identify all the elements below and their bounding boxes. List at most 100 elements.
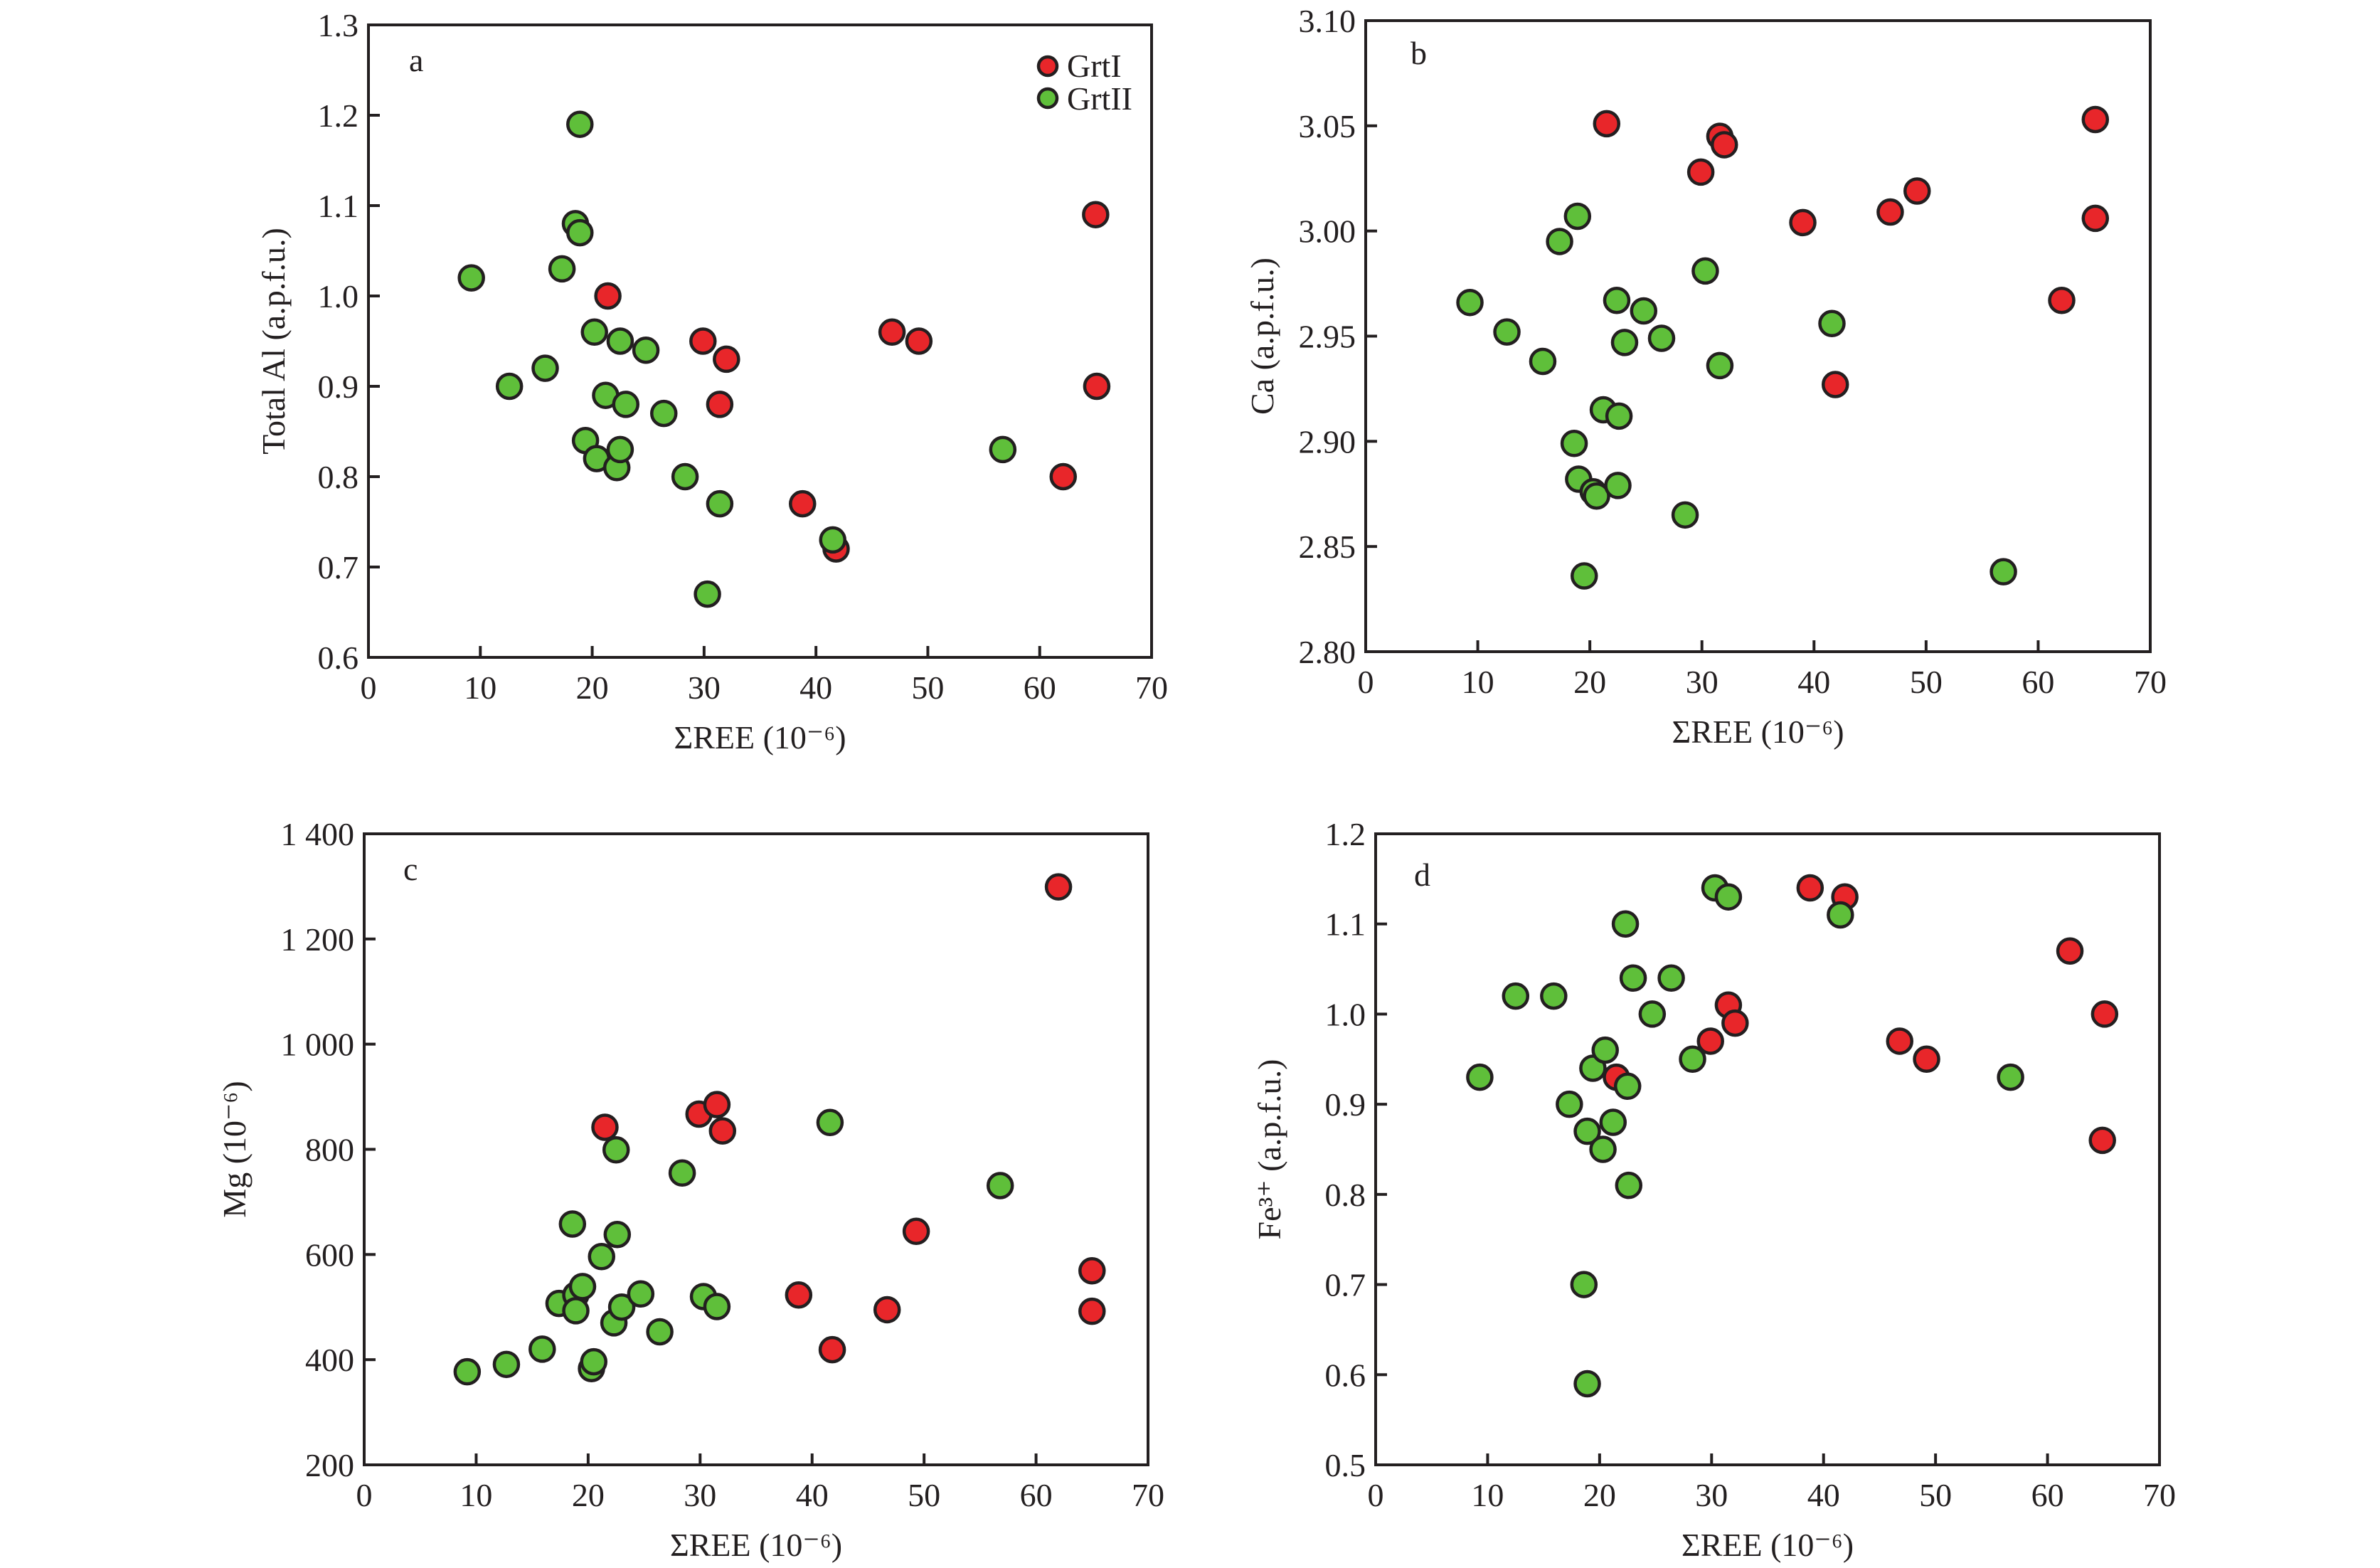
- data-point-grtii: [1611, 910, 1640, 938]
- data-point-grtii: [1657, 964, 1685, 992]
- y-tick-label: 0.8: [1325, 1177, 1366, 1213]
- data-point-grtii: [1571, 562, 1598, 590]
- y-tick-label: 0.8: [318, 459, 359, 495]
- data-point-grtii: [1604, 472, 1632, 499]
- x-tick-label: 60: [2031, 1477, 2064, 1513]
- y-tick-label: 0.6: [318, 640, 359, 676]
- x-tick-label: 0: [361, 669, 377, 706]
- data-point-grtii: [816, 1108, 844, 1137]
- data-point-grti: [2091, 1000, 2119, 1028]
- series-grti: [1593, 105, 2110, 398]
- data-point-grtii: [1714, 883, 1743, 911]
- y-tick-label: 2.80: [1299, 634, 1356, 670]
- data-point-grti: [789, 489, 817, 518]
- y-tick-label: 1.0: [1325, 996, 1366, 1032]
- data-point-grtii: [548, 255, 576, 283]
- data-point-grtii: [580, 1347, 607, 1376]
- panel-d: d 0 10 20 30 40 50 60 70 0.5 0.6 0.7 0.8 0.9 1.0 1.1 1.…: [1251, 816, 2176, 1563]
- data-point-grti: [1082, 201, 1110, 228]
- data-point-grtii: [1456, 288, 1484, 317]
- data-point-grti: [708, 1117, 737, 1145]
- data-point-grtii: [1466, 1063, 1494, 1091]
- data-point-grtii: [566, 218, 594, 247]
- data-point-grti: [905, 327, 933, 355]
- data-point-grti: [1721, 1009, 1749, 1037]
- data-point-grtii: [706, 489, 734, 518]
- y-tick-label: 0.7: [318, 549, 359, 586]
- x-tick-label: 70: [2143, 1477, 2176, 1513]
- data-point-grtii: [1647, 324, 1676, 352]
- data-point-grti: [1686, 158, 1715, 186]
- x-tick-label: 0: [356, 1477, 373, 1513]
- panel-letter-c: c: [403, 851, 418, 887]
- data-point-grtii: [606, 435, 634, 464]
- data-point-grtii: [606, 327, 634, 355]
- data-point-grti: [713, 345, 740, 374]
- data-point-grti: [1913, 1045, 1940, 1074]
- data-point-grti: [1593, 110, 1621, 138]
- data-point-grti: [1821, 371, 1849, 398]
- x-tick-label: 10: [459, 1477, 492, 1513]
- x-tick-label: 30: [1695, 1477, 1728, 1513]
- x-tick-label: 30: [688, 669, 721, 706]
- x-axis-label: ΣREE (10⁻⁶): [674, 719, 846, 756]
- data-point-grtii: [1546, 228, 1573, 255]
- data-point-grti: [1886, 1027, 1914, 1055]
- legend-marker-grtii: [1036, 87, 1059, 110]
- data-point-grtii: [1502, 982, 1530, 1010]
- x-tick-label: 0: [1358, 664, 1374, 700]
- data-point-grtii: [1989, 558, 2017, 586]
- data-point-grtii: [1615, 1171, 1643, 1199]
- y-tick-label: 1.1: [1325, 906, 1366, 943]
- data-point-grti: [2056, 937, 2084, 965]
- data-point-grti: [1876, 198, 1904, 226]
- x-tick-label: 40: [799, 669, 832, 706]
- y-tick-label: 0.5: [1325, 1447, 1366, 1483]
- data-point-grtii: [989, 435, 1017, 464]
- y-axis-label: Total Al (a.p.f.u.): [255, 228, 292, 455]
- y-tick-label: 1 200: [281, 921, 355, 958]
- x-axis-label: ΣREE (10⁻⁶): [1672, 714, 1844, 750]
- data-point-grtii: [453, 1357, 482, 1386]
- panel-letter-a: a: [409, 42, 423, 78]
- x-tick-label: 0: [1368, 1477, 1384, 1513]
- data-point-grti: [703, 1091, 731, 1118]
- x-tick-label: 60: [1024, 669, 1056, 706]
- x-tick-label: 20: [1583, 1477, 1616, 1513]
- x-tick-label: 50: [1910, 664, 1943, 700]
- panel-letter-b: b: [1411, 35, 1427, 71]
- y-tick-label: 2.90: [1299, 423, 1356, 460]
- data-point-grtii: [1573, 1370, 1601, 1398]
- x-tick-label: 50: [1919, 1477, 1952, 1513]
- data-point-grtii: [632, 336, 660, 364]
- data-point-grtii: [602, 1135, 630, 1164]
- data-point-grtii: [612, 391, 640, 418]
- y-tick-label: 1.2: [1325, 816, 1366, 852]
- data-point-grtii: [671, 462, 699, 491]
- data-point-grtii: [668, 1159, 696, 1187]
- data-point-grtii: [528, 1335, 556, 1363]
- legend-item-grti: GrtI: [1036, 48, 1122, 84]
- plot-frame: [1364, 19, 2152, 653]
- data-point-grtii: [1570, 1271, 1598, 1298]
- series-grtii: [453, 1108, 1014, 1386]
- legend: GrtI GrtII: [1036, 48, 1132, 117]
- data-point-grtii: [1818, 309, 1846, 338]
- data-point-grtii: [1563, 202, 1592, 231]
- data-point-grti: [1044, 873, 1073, 901]
- data-point-grtii: [1591, 1036, 1619, 1064]
- data-point-grti: [1903, 177, 1931, 205]
- series-grtii: [1466, 874, 2024, 1398]
- data-point-grtii: [646, 1318, 674, 1346]
- y-tick-label: 3.05: [1299, 108, 1356, 144]
- x-tick-label: 10: [1462, 664, 1494, 700]
- x-axis-label: ΣREE (10⁻⁶): [670, 1527, 842, 1563]
- data-point-grtii: [1556, 1090, 1583, 1118]
- y-tick-label: 0.6: [1325, 1357, 1366, 1393]
- data-point-grtii: [1610, 329, 1639, 356]
- data-point-grtii: [607, 1293, 636, 1321]
- data-point-grtii: [1583, 482, 1610, 510]
- data-point-grti: [2088, 1126, 2116, 1155]
- data-point-grti: [1078, 1297, 1106, 1325]
- series-grtii: [457, 110, 1017, 608]
